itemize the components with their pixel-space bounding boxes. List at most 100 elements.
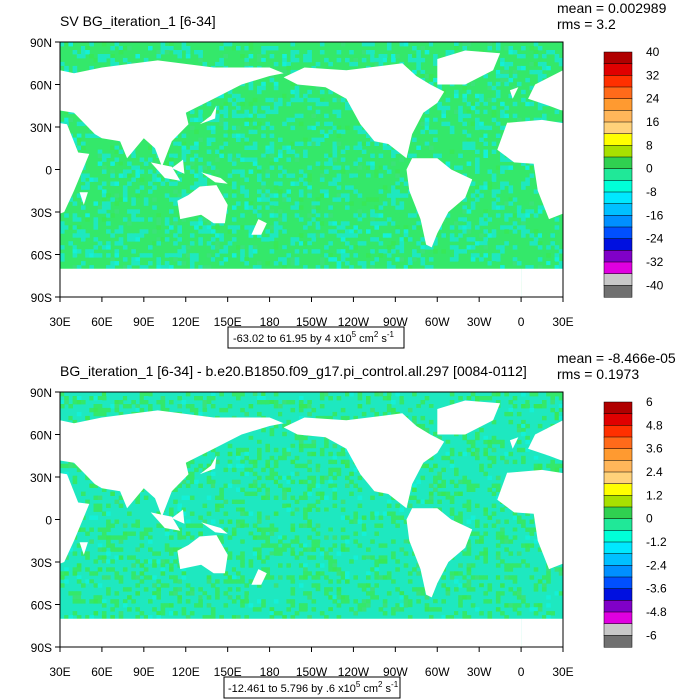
field-cell — [487, 181, 493, 186]
field-cell — [357, 165, 363, 170]
field-cell — [219, 121, 224, 127]
field-cell — [324, 507, 329, 512]
field-cell — [349, 173, 354, 178]
field-cell — [231, 109, 237, 115]
field-cell — [265, 539, 270, 544]
field-cell — [206, 149, 212, 154]
field-cell — [458, 595, 463, 600]
field-cell — [311, 479, 317, 485]
field-cell — [152, 583, 157, 588]
field-cell — [403, 396, 409, 401]
field-cell — [181, 217, 187, 222]
field-cell — [529, 61, 535, 67]
field-cell — [378, 54, 384, 59]
field-cell — [210, 129, 216, 135]
field-cell — [487, 443, 493, 449]
field-cell — [282, 495, 287, 500]
field-cell — [336, 595, 342, 600]
field-cell — [248, 491, 254, 496]
field-cell — [148, 407, 153, 413]
field-cell — [353, 539, 358, 544]
field-cell — [340, 237, 346, 242]
field-cell — [298, 447, 304, 453]
field-cell — [72, 225, 78, 230]
field-cell — [169, 575, 174, 580]
field-cell — [294, 535, 300, 540]
field-cell — [437, 153, 442, 158]
field-cell — [143, 57, 149, 63]
field-cell — [516, 519, 522, 524]
field-cell — [546, 261, 551, 266]
field-cell — [554, 265, 560, 270]
field-cell — [554, 411, 560, 417]
field-cell — [210, 125, 216, 131]
field-cell — [106, 527, 111, 532]
field-cell — [533, 539, 539, 544]
field-cell — [512, 603, 518, 608]
field-cell — [286, 61, 291, 67]
field-cell — [240, 511, 245, 516]
field-cell — [236, 93, 241, 99]
field-cell — [504, 201, 509, 206]
field-cell — [307, 615, 312, 620]
field-cell — [353, 161, 358, 166]
field-cell — [278, 97, 283, 103]
field-cell — [500, 221, 505, 226]
field-cell — [257, 439, 262, 445]
field-cell — [189, 109, 195, 115]
field-cell — [449, 575, 455, 580]
field-cell — [106, 539, 111, 544]
field-cell — [198, 595, 203, 600]
field-cell — [273, 551, 279, 556]
field-cell — [278, 479, 283, 485]
field-cell — [458, 599, 463, 604]
field-cell — [491, 105, 497, 111]
field-cell — [248, 101, 254, 107]
field-cell — [131, 217, 136, 222]
field-cell — [219, 61, 224, 67]
field-cell — [458, 603, 463, 608]
field-cell — [512, 245, 518, 250]
field-cell — [516, 551, 522, 556]
field-cell — [332, 265, 338, 270]
field-cell — [202, 165, 208, 170]
field-cell — [236, 153, 241, 158]
field-cell — [244, 447, 249, 453]
field-cell — [412, 225, 417, 230]
field-cell — [93, 495, 99, 500]
y-tick-label: 60S — [31, 249, 52, 263]
field-cell — [483, 105, 488, 111]
field-cell — [227, 459, 233, 465]
field-cell — [328, 157, 333, 162]
field-cell — [290, 547, 296, 552]
field-cell — [374, 221, 379, 226]
field-cell — [177, 237, 182, 242]
field-cell — [248, 439, 254, 445]
field-cell — [81, 46, 86, 51]
field-cell — [189, 404, 195, 409]
field-cell — [340, 507, 346, 512]
field-cell — [303, 547, 308, 552]
field-cell — [412, 54, 417, 59]
field-cell — [252, 265, 258, 270]
field-cell — [148, 46, 153, 51]
field-cell — [252, 249, 258, 254]
field-cell — [454, 245, 459, 250]
field-cell — [454, 579, 459, 584]
field-cell — [491, 503, 497, 508]
field-cell — [257, 233, 262, 238]
field-cell — [219, 105, 224, 111]
field-cell — [215, 587, 220, 592]
field-cell — [269, 455, 275, 461]
field-cell — [483, 531, 488, 536]
field-cell — [219, 483, 224, 488]
field-cell — [462, 173, 467, 178]
field-cell — [416, 563, 421, 568]
field-cell — [227, 555, 233, 560]
field-cell — [148, 599, 153, 604]
field-cell — [500, 169, 505, 174]
field-cell — [307, 165, 312, 170]
field-cell — [357, 404, 363, 409]
field-cell — [479, 451, 484, 457]
field-cell — [374, 141, 379, 146]
